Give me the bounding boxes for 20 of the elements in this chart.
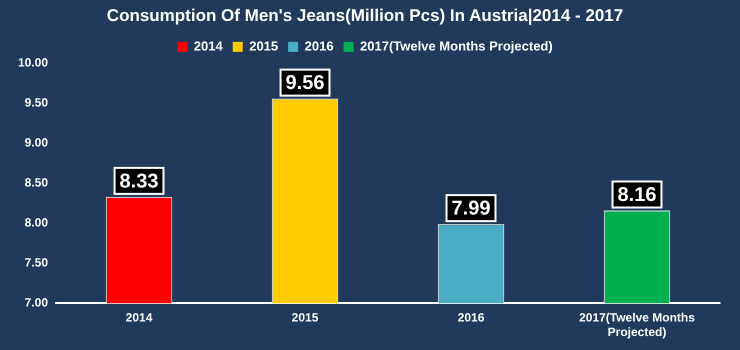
- x-tick-label: 2016: [458, 310, 485, 325]
- data-label: 7.99: [452, 198, 490, 220]
- y-tick-label: 8.00: [24, 216, 48, 230]
- x-tick-label: 2015: [292, 310, 319, 325]
- x-tick-label: 2014: [126, 310, 153, 325]
- chart-title: Consumption Of Men's Jeans(Million Pcs) In Austria|2014 - 2017: [106, 6, 624, 25]
- data-label: 9.56: [286, 72, 324, 94]
- y-tick-label: 10.00: [18, 56, 48, 70]
- y-tick-label: 7.00: [24, 296, 48, 310]
- y-tick-label: 9.00: [24, 136, 48, 150]
- y-tick-label: 7.50: [24, 256, 48, 270]
- legend-label: 2016: [304, 38, 334, 54]
- x-tick-label: 2017(Twelve Months Projected): [579, 310, 696, 340]
- data-label: 8.16: [618, 184, 656, 206]
- data-label: 8.33: [120, 170, 158, 192]
- legend-label: 2017(Twelve Months Projected): [360, 38, 553, 54]
- legend-label: 2015: [249, 38, 278, 54]
- legend-label: 2014: [194, 38, 224, 54]
- y-tick-label: 8.50: [24, 176, 48, 190]
- y-tick-label: 9.50: [24, 96, 48, 110]
